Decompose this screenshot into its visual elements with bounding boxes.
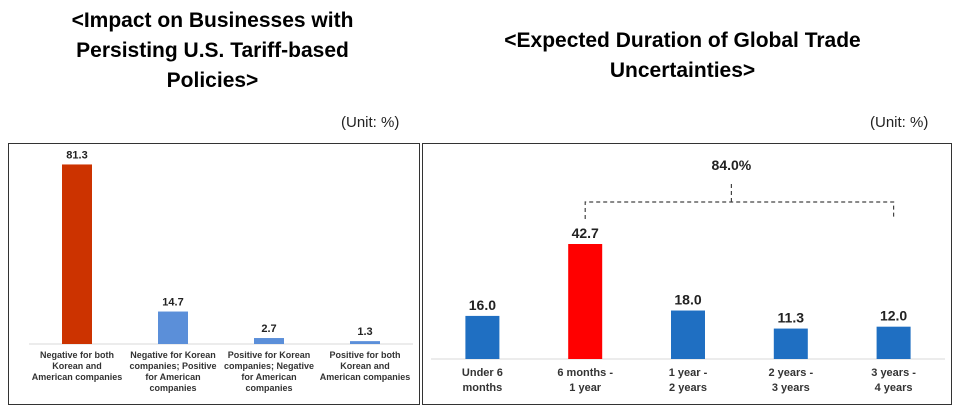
annotation-label: 84.0% [712, 157, 752, 173]
value-label-1: 81.3 [66, 149, 87, 161]
category-label-line: Negative for both [40, 350, 114, 360]
bar-1 [62, 164, 92, 344]
bar-2 [158, 311, 188, 344]
value-label-1: 16.0 [469, 297, 496, 313]
category-label-line: 3 years - [871, 367, 916, 379]
category-label-line: companies; Negative [224, 361, 314, 371]
category-label-line: 1 year - [669, 367, 708, 379]
category-label-line: Positive for Korean [228, 350, 311, 360]
left-title-line-3: Policies> [166, 69, 259, 92]
bracket-annotation [584, 201, 895, 219]
category-label-4: Positive for both Korean and American comp… [320, 350, 411, 382]
category-label-line: American companies [320, 372, 411, 382]
value-label-3: 2.7 [261, 323, 276, 335]
right-chart-svg: 16.0 Under 6 months 42.7 6 months - 1 year 18.… [431, 157, 945, 394]
left-title-line-2: Persisting U.S. Tariff-based [76, 39, 349, 62]
value-label-3: 18.0 [674, 292, 701, 308]
value-label-4: 11.3 [778, 310, 805, 326]
category-label-line: Korean and [52, 361, 102, 371]
bar-2 [568, 244, 603, 359]
left-chart-panel: 81.3 Negative for both Korean and American … [8, 143, 420, 405]
category-label-line: Positive for both [329, 350, 400, 360]
category-label-line: companies [245, 383, 292, 393]
category-label-4: 2 years - 3 years [768, 367, 813, 394]
category-label-line: months [463, 382, 503, 394]
category-label-line: Under 6 [462, 367, 503, 379]
category-label-line: American companies [32, 372, 123, 382]
category-label-line: for American [241, 372, 296, 382]
category-label-line: 2 years [669, 382, 707, 394]
right-chart-panel: 16.0 Under 6 months 42.7 6 months - 1 year 18.… [422, 143, 952, 405]
category-label-3: 1 year - 2 years [669, 367, 708, 394]
bar-5 [876, 326, 911, 359]
bar-3 [254, 338, 284, 344]
bar-3 [671, 310, 705, 359]
category-label-line: 1 year [569, 382, 602, 394]
category-label-line: companies [149, 383, 196, 393]
bar-4 [773, 328, 808, 359]
category-label-line: 4 years [875, 382, 913, 394]
category-label-5: 3 years - 4 years [871, 367, 916, 394]
category-label-line: Korean and [340, 361, 390, 371]
category-label-2: Negative for Korean companies; Positive fo… [129, 350, 216, 393]
category-label-2: 6 months - 1 year [557, 367, 613, 394]
category-label-1: Negative for both Korean and American comp… [32, 350, 123, 382]
right-unit-label: (Unit: %) [870, 114, 929, 131]
category-label-line: 2 years - [768, 367, 813, 379]
bar-1 [465, 315, 500, 359]
value-label-2: 14.7 [162, 297, 183, 309]
left-chart-title: <Impact on Businesses with Persisting U.… [15, 6, 410, 96]
category-label-line: Negative for Korean [130, 350, 216, 360]
right-title-line-1: <Expected Duration of Global Trade [504, 29, 861, 52]
value-label-4: 1.3 [357, 326, 372, 338]
left-title-line-1: <Impact on Businesses with [71, 9, 354, 32]
left-unit-label: (Unit: %) [341, 114, 400, 131]
bar-4 [350, 341, 380, 344]
value-label-5: 12.0 [880, 308, 907, 324]
category-label-line: 3 years [772, 382, 810, 394]
right-title-line-2: Uncertainties> [609, 59, 756, 82]
category-label-1: Under 6 months [462, 367, 503, 394]
category-label-line: companies; Positive [129, 361, 216, 371]
category-label-3: Positive for Korean companies; Negative fo… [224, 350, 314, 393]
right-chart-title: <Expected Duration of Global Trade Uncer… [455, 26, 910, 86]
category-label-line: for American [145, 372, 200, 382]
category-label-line: 6 months - [557, 367, 613, 379]
value-label-2: 42.7 [572, 225, 599, 241]
